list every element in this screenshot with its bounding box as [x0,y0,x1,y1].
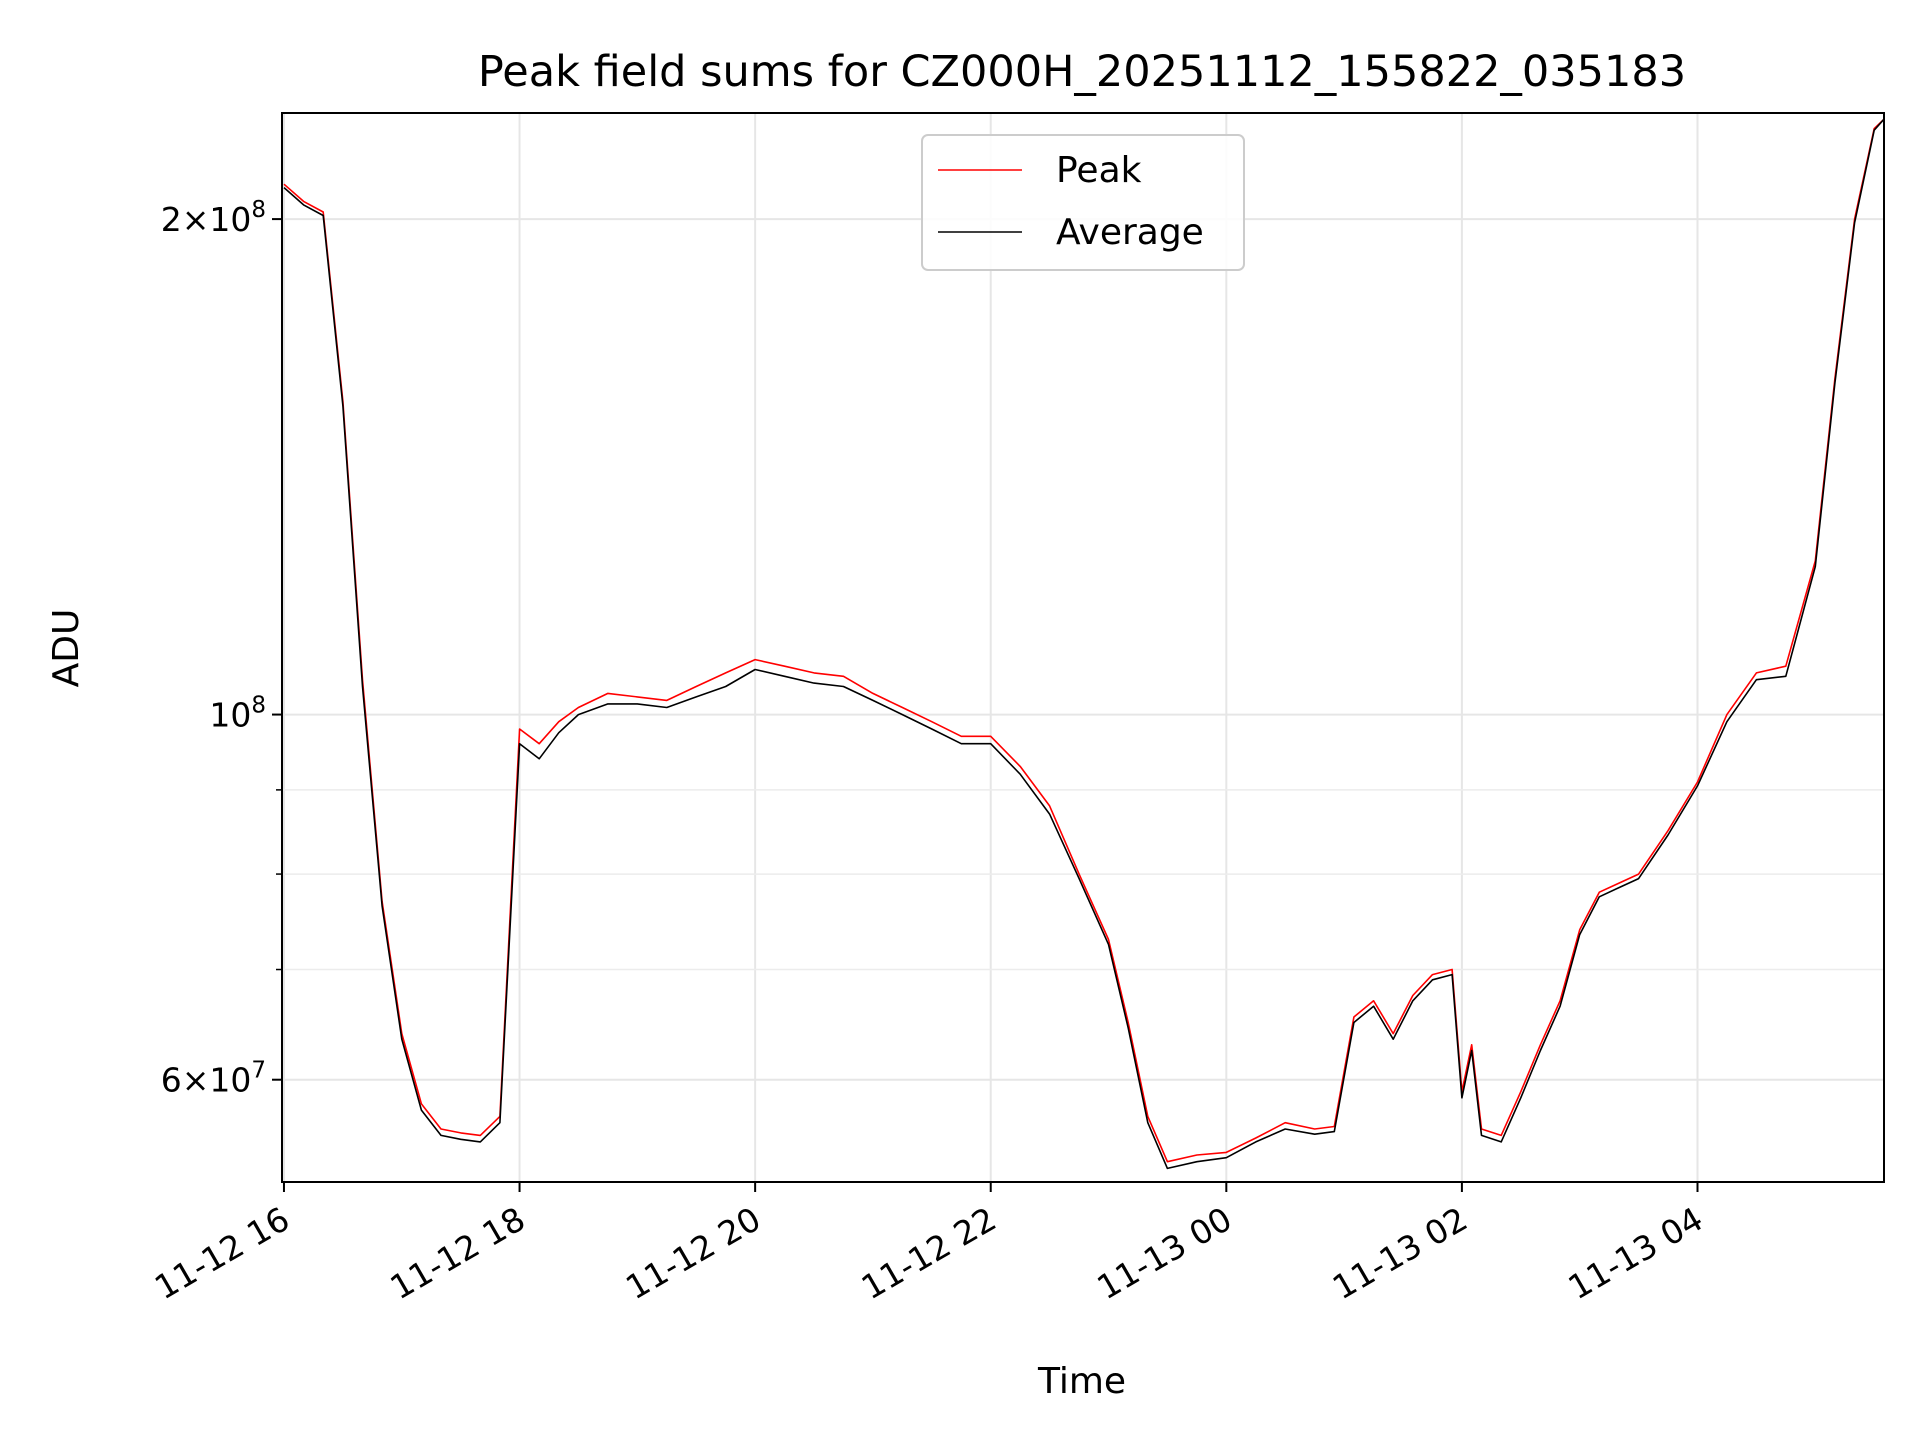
y-tick-label: 6×107 [161,1058,266,1100]
legend: Peak Average [921,134,1245,271]
y-axis-label: ADU [46,609,87,688]
plot-frame [281,112,1885,1183]
y-axis: 6×107 108 2×108 [161,197,282,1100]
plot-area [283,118,1885,1170]
chart-title: Peak field sums for CZ000H_20251112_1558… [478,47,1686,97]
legend-label-peak: Peak [1056,150,1142,191]
legend-label-average: Average [1056,212,1204,253]
series-line-average [283,118,1885,1170]
x-axis-label: Time [1037,1361,1126,1402]
y-tick-label: 108 [209,693,266,735]
y-tick-label: 2×108 [161,197,266,239]
legend-box [921,134,1245,271]
